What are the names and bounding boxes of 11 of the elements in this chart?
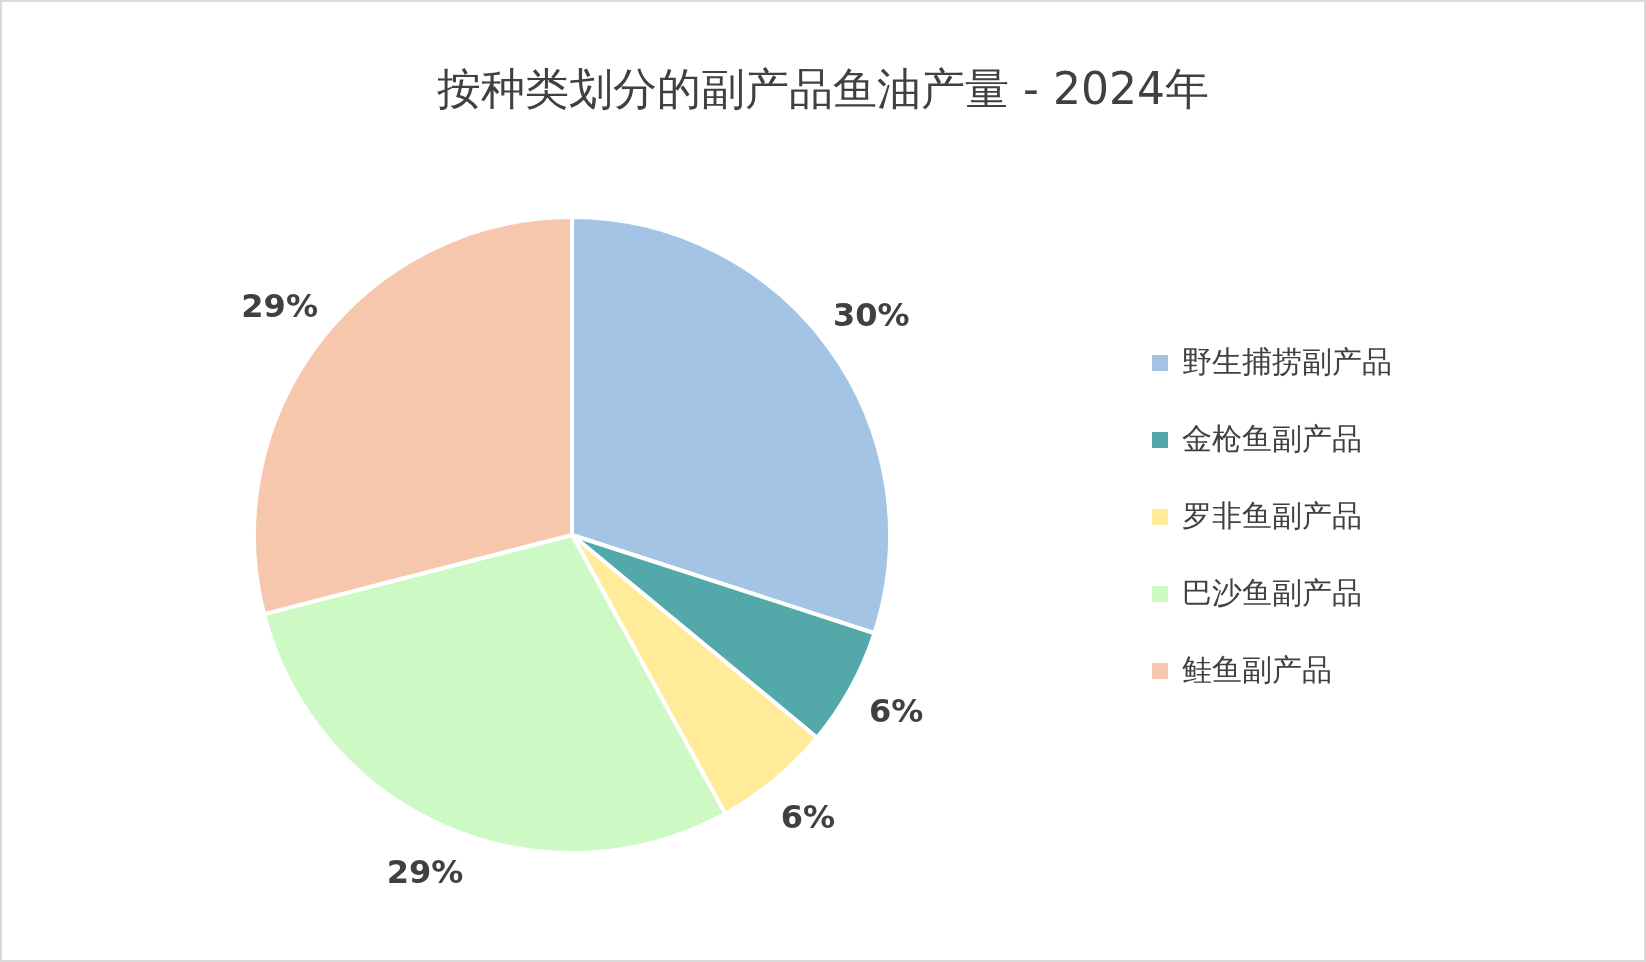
data-label: 6% xyxy=(869,691,924,730)
data-label: 29% xyxy=(241,286,318,325)
data-label: 6% xyxy=(780,798,836,837)
legend-label: 金枪鱼副产品 xyxy=(1182,420,1362,458)
chart-title: 按种类划分的副产品鱼油产量 - 2024年 xyxy=(436,62,1210,116)
data-label: 30% xyxy=(833,295,910,334)
legend-label: 野生捕捞副产品 xyxy=(1182,343,1392,381)
legend-label: 鲑鱼副产品 xyxy=(1182,651,1332,689)
legend-label: 巴沙鱼副产品 xyxy=(1182,574,1362,612)
data-label: 29% xyxy=(386,852,464,891)
legend-label: 罗非鱼副产品 xyxy=(1182,497,1362,535)
